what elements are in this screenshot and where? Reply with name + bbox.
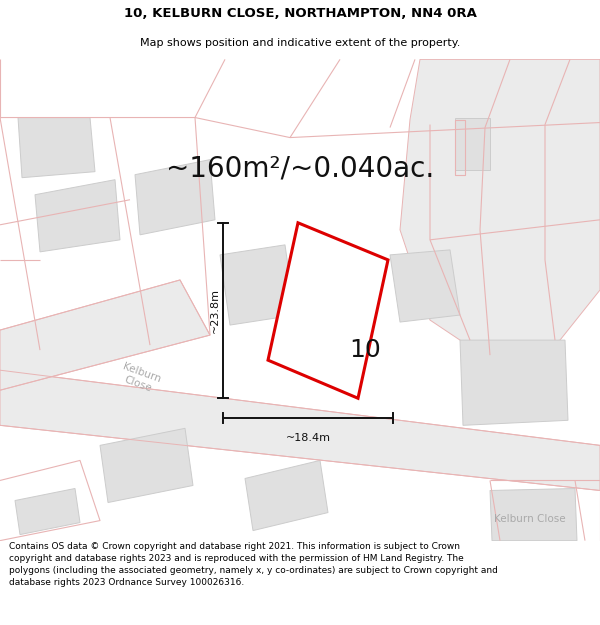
Text: ~23.8m: ~23.8m <box>210 288 220 333</box>
Text: 10: 10 <box>349 338 381 362</box>
Polygon shape <box>220 245 295 325</box>
Polygon shape <box>268 222 388 398</box>
Polygon shape <box>460 340 568 426</box>
Text: Map shows position and indicative extent of the property.: Map shows position and indicative extent… <box>140 38 460 48</box>
Polygon shape <box>390 250 460 322</box>
Text: Contains OS data © Crown copyright and database right 2021. This information is : Contains OS data © Crown copyright and d… <box>9 542 498 587</box>
Polygon shape <box>100 428 193 503</box>
Text: Kelburn
Close: Kelburn Close <box>118 361 163 395</box>
Text: 10, KELBURN CLOSE, NORTHAMPTON, NN4 0RA: 10, KELBURN CLOSE, NORTHAMPTON, NN4 0RA <box>124 6 476 19</box>
Polygon shape <box>0 370 600 491</box>
Polygon shape <box>15 489 80 534</box>
Polygon shape <box>18 118 95 178</box>
Polygon shape <box>455 118 490 169</box>
Polygon shape <box>135 159 215 235</box>
Text: ~160m²/~0.040ac.: ~160m²/~0.040ac. <box>166 154 434 182</box>
Text: ~18.4m: ~18.4m <box>286 433 331 443</box>
Polygon shape <box>400 59 600 360</box>
Polygon shape <box>490 489 577 541</box>
Polygon shape <box>245 461 328 531</box>
Polygon shape <box>35 180 120 252</box>
Text: Kelburn Close: Kelburn Close <box>494 514 566 524</box>
Polygon shape <box>0 280 210 390</box>
